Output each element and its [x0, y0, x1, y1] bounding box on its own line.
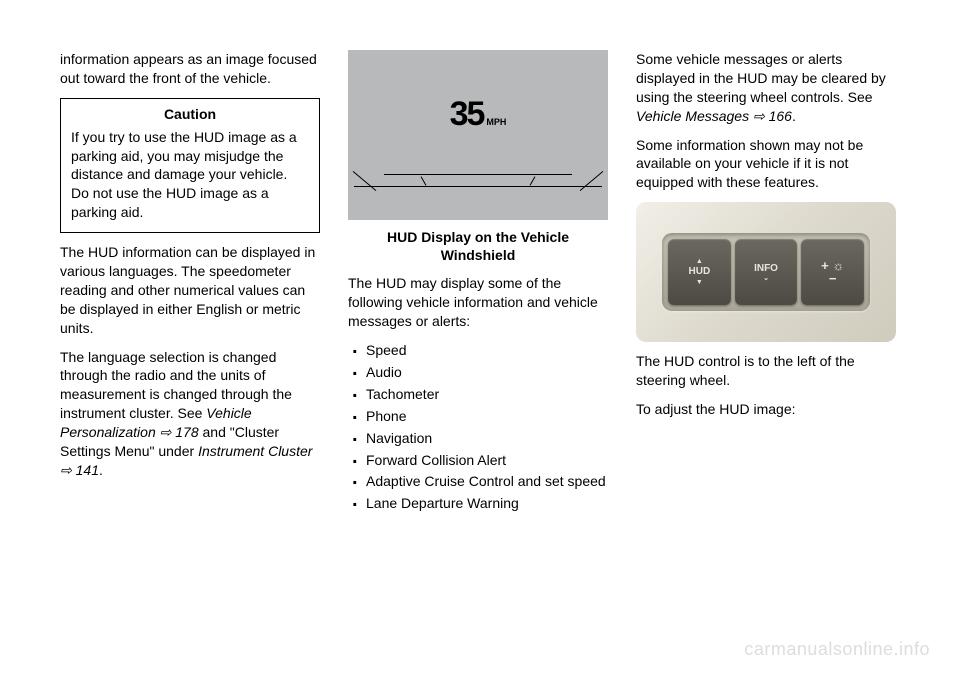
caution-box: Caution If you try to use the HUD image …: [60, 98, 320, 233]
caution-title: Caution: [71, 105, 309, 124]
hud-line: [384, 174, 572, 175]
chevron-up-icon: ▲: [696, 258, 703, 265]
intro-text: information appears as an image focused …: [60, 50, 320, 88]
hud-line: [353, 171, 377, 191]
list-item: Tachometer: [352, 385, 608, 404]
column-3: Some vehicle messages or alerts displaye…: [636, 50, 896, 516]
page-ref: ⇨ 141: [60, 462, 99, 478]
chevron-down-icon: ⌄: [763, 275, 769, 282]
hud-line: [354, 186, 602, 187]
list-item: Adaptive Cruise Control and set speed: [352, 472, 608, 491]
button-label: INFO: [754, 262, 778, 276]
availability-note: Some information shown may not be availa…: [636, 136, 896, 193]
messages-cleared-text: Some vehicle messages or alerts displaye…: [636, 50, 896, 126]
manual-page: information appears as an image focused …: [0, 0, 960, 678]
control-location-text: The HUD control is to the left of the st…: [636, 352, 896, 390]
hud-control-panel: ▲ HUD ▼ INFO ⌄ + ☼ −: [662, 233, 870, 311]
page-ref: ⇨ 178: [156, 424, 199, 440]
button-label: HUD: [689, 265, 711, 279]
text-fragment: .: [792, 108, 796, 124]
hud-line: [421, 176, 427, 185]
watermark: carmanualsonline.info: [744, 639, 930, 660]
hud-languages-text: The HUD information can be displayed in …: [60, 243, 320, 337]
column-2: 35 MPH HUD Display on the Vehicle Windsh…: [348, 50, 608, 516]
hud-line: [530, 176, 536, 185]
list-item: Audio: [352, 363, 608, 382]
list-item: Lane Departure Warning: [352, 494, 608, 513]
hud-may-display-text: The HUD may display some of the followin…: [348, 274, 608, 331]
minus-icon: −: [829, 272, 837, 285]
page-ref: ⇨ 166: [749, 108, 792, 124]
figure-caption: HUD Display on the Vehicle Windshield: [348, 228, 608, 264]
columns: information appears as an image focused …: [60, 50, 900, 516]
text-fragment: Some vehicle messages or alerts displaye…: [636, 51, 886, 105]
caution-body: If you try to use the HUD image as a par…: [71, 128, 309, 222]
link-instrument-cluster: Instrument Cluster: [198, 443, 312, 459]
hud-line: [580, 171, 604, 191]
link-vehicle-messages: Vehicle Messages: [636, 108, 749, 124]
list-item: Speed: [352, 341, 608, 360]
chevron-down-icon: ▼: [696, 279, 703, 286]
list-item: Forward Collision Alert: [352, 451, 608, 470]
hud-speed-value: 35: [450, 92, 484, 138]
hud-windshield-figure: 35 MPH: [348, 50, 608, 220]
adjust-image-text: To adjust the HUD image:: [636, 400, 896, 419]
text-fragment: .: [99, 462, 103, 478]
hud-info-button: INFO ⌄: [735, 239, 798, 305]
language-selection-text: The language selection is changed throug…: [60, 348, 320, 480]
hud-brightness-button: + ☼ −: [801, 239, 864, 305]
hud-info-list: Speed Audio Tachometer Phone Navigation …: [348, 341, 608, 513]
hud-control-photo: ▲ HUD ▼ INFO ⌄ + ☼ −: [636, 202, 896, 342]
list-item: Navigation: [352, 429, 608, 448]
hud-speed-unit: MPH: [486, 116, 506, 128]
hud-speed-readout: 35 MPH: [450, 92, 507, 138]
list-item: Phone: [352, 407, 608, 426]
hud-position-button: ▲ HUD ▼: [668, 239, 731, 305]
text-fragment: The language selection is changed throug…: [60, 349, 292, 422]
column-1: information appears as an image focused …: [60, 50, 320, 516]
